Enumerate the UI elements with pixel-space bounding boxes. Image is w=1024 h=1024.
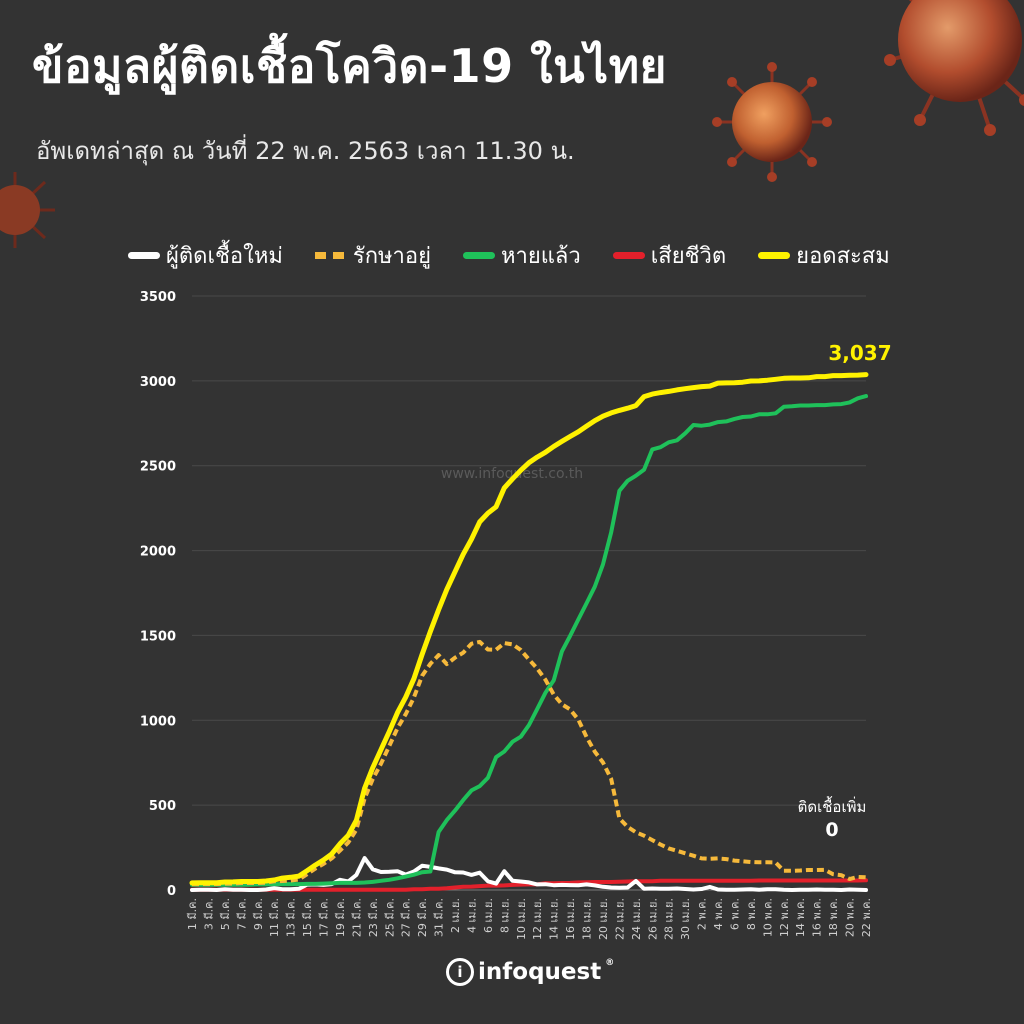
y-tick-label: 1000 xyxy=(140,714,176,729)
legend-item-new-cases: ผู้ติดเชื้อใหม่ xyxy=(128,238,283,273)
x-tick-label: 3 มี.ค. xyxy=(202,898,215,930)
legend-swatch-in-treatment xyxy=(314,252,347,259)
x-tick-label: 5 มี.ค. xyxy=(219,898,232,930)
y-tick-label: 2500 xyxy=(140,460,176,475)
x-tick-label: 12 พ.ค. xyxy=(778,898,791,937)
infoquest-logo: i infoquest ® xyxy=(446,958,614,986)
series-line-in-treatment xyxy=(192,639,867,887)
y-tick-label: 500 xyxy=(149,799,176,814)
annotation-new-cases-label: ติดเชื้อเพิ่ม xyxy=(798,796,867,816)
x-tick-label: 8 เม.ย. xyxy=(498,898,511,933)
legend-item-in-treatment: รักษาอยู่ xyxy=(314,238,431,273)
x-tick-label: 25 มี.ค. xyxy=(383,898,396,937)
x-tick-label: 21 มี.ค. xyxy=(350,898,363,937)
x-tick-label: 20 เม.ย. xyxy=(597,898,610,940)
x-tick-label: 12 เม.ย. xyxy=(531,898,544,940)
x-tick-label: 31 มี.ค. xyxy=(433,898,446,937)
x-tick-label: 16 เม.ย. xyxy=(564,898,577,940)
logo-text: infoquest xyxy=(478,959,602,985)
x-tick-label: 13 มี.ค. xyxy=(285,898,298,937)
x-tick-label: 23 มี.ค. xyxy=(367,898,380,937)
series-line-new-cases xyxy=(190,856,868,892)
legend-swatch-new-cases xyxy=(128,252,160,259)
virus-illustration-medium xyxy=(712,62,832,182)
y-tick-label: 1500 xyxy=(140,629,176,644)
annotation-new-cases-value: 0 xyxy=(825,819,838,841)
legend-label-recovered: หายแล้ว xyxy=(500,244,581,269)
x-tick-label: 2 พ.ค. xyxy=(696,898,709,930)
x-tick-label: 22 เม.ย. xyxy=(613,898,626,940)
update-timestamp: อัพเดทล่าสุด ณ วันที่ 22 พ.ค. 2563 เวลา … xyxy=(36,137,575,165)
x-tick-label: 20 พ.ค. xyxy=(844,898,857,937)
virus-illustration-small xyxy=(0,172,55,248)
info-icon: i xyxy=(446,958,474,986)
legend-label-deaths: เสียชีวิต xyxy=(650,244,727,269)
x-tick-label: 8 พ.ค. xyxy=(745,898,758,930)
virus-illustration-large xyxy=(884,0,1024,136)
legend-item-cumulative: ยอดสะสม xyxy=(758,238,890,273)
y-tick-label: 3500 xyxy=(140,290,176,305)
x-tick-label: 2 เม.ย. xyxy=(449,898,462,933)
x-tick-label: 6 พ.ค. xyxy=(728,898,741,930)
x-tick-label: 10 เม.ย. xyxy=(515,898,528,940)
x-tick-label: 18 พ.ค. xyxy=(827,898,840,937)
x-tick-label: 29 มี.ค. xyxy=(416,898,429,937)
x-tick-label: 14 พ.ค. xyxy=(794,898,807,937)
x-tick-label: 30 เม.ย. xyxy=(679,898,692,940)
y-tick-label: 3000 xyxy=(140,375,176,390)
x-tick-label: 27 มี.ค. xyxy=(400,898,413,937)
x-tick-label: 22 พ.ค. xyxy=(860,898,873,937)
x-tick-label: 16 พ.ค. xyxy=(811,898,824,937)
x-tick-label: 11 มี.ค. xyxy=(268,898,281,937)
x-tick-label: 10 พ.ค. xyxy=(761,898,774,937)
legend-label-in-treatment: รักษาอยู่ xyxy=(352,244,431,269)
y-tick-label: 0 xyxy=(167,884,176,899)
page-title: ข้อมูลผู้ติดเชื้อโควิด-19 ในไทย xyxy=(32,39,667,93)
x-tick-label: 1 มี.ค. xyxy=(186,898,199,930)
annotation-cumulative-total: 3,037 xyxy=(828,341,891,365)
x-tick-label: 15 มี.ค. xyxy=(301,898,314,937)
x-tick-label: 18 เม.ย. xyxy=(581,898,594,940)
x-tick-label: 6 เม.ย. xyxy=(482,898,495,933)
x-tick-label: 7 มี.ค. xyxy=(235,898,248,930)
x-tick-label: 14 เม.ย. xyxy=(548,898,561,940)
legend-item-recovered: หายแล้ว xyxy=(462,238,581,273)
x-tick-label: 19 มี.ค. xyxy=(334,898,347,937)
y-tick-label: 2000 xyxy=(140,545,176,560)
x-tick-label: 4 เม.ย. xyxy=(465,898,478,933)
legend-swatch-deaths xyxy=(612,252,645,259)
x-tick-label: 24 เม.ย. xyxy=(630,898,643,940)
series-line-cumulative xyxy=(189,372,869,886)
x-tick-label: 17 มี.ค. xyxy=(318,898,331,937)
x-tick-label: 28 เม.ย. xyxy=(663,898,676,940)
x-tick-label: 26 เม.ย. xyxy=(646,898,659,940)
x-tick-label: 4 พ.ค. xyxy=(712,898,725,930)
chart-legend: ผู้ติดเชื้อใหม่ รักษาอยู่ หายแล้ว เสียชี… xyxy=(128,238,928,273)
legend-swatch-recovered xyxy=(462,252,495,259)
watermark-text: www.infoquest.co.th xyxy=(441,466,583,482)
legend-item-deaths: เสียชีวิต xyxy=(612,238,727,273)
legend-label-cumulative: ยอดสะสม xyxy=(796,244,890,269)
legend-swatch-cumulative xyxy=(758,252,791,259)
series-line-recovered xyxy=(190,394,868,887)
legend-label-new-cases: ผู้ติดเชื้อใหม่ xyxy=(166,244,283,269)
x-tick-label: 9 มี.ค. xyxy=(252,898,265,930)
trademark-icon: ® xyxy=(605,958,615,968)
